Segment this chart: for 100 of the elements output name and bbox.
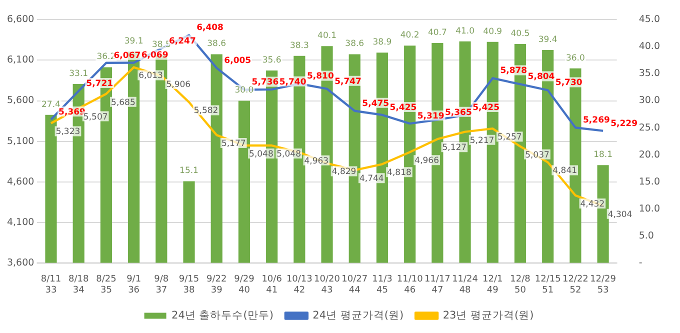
data-label: 5,425 xyxy=(390,102,417,113)
x-tick-label: 11/17 47 xyxy=(424,274,450,296)
data-label: 5,269 xyxy=(583,116,610,126)
x-tick-label: 11/24 48 xyxy=(452,274,478,296)
x-tick-label: 12/29 53 xyxy=(590,274,616,296)
data-label: 38.9 xyxy=(372,38,392,48)
y-tick-label: 4,600 xyxy=(6,176,34,188)
data-label: 5,736 xyxy=(252,78,279,88)
x-tick-label: 9/15 38 xyxy=(178,274,200,296)
data-label: 5,425 xyxy=(472,102,500,113)
data-label: 5,257 xyxy=(497,132,522,143)
data-label: 5,878 xyxy=(500,66,528,76)
x-tick-label: 8/11 33 xyxy=(40,274,62,296)
y-tick-label: 6,600 xyxy=(6,14,34,26)
data-label: 5,582 xyxy=(194,106,218,116)
x-tick-label: 10/13 42 xyxy=(286,274,312,296)
y2-tick-label: - xyxy=(638,257,642,268)
data-label: 5,685 xyxy=(111,98,136,108)
data-label: 4,744 xyxy=(359,174,384,184)
data-label: 15.1 xyxy=(180,166,198,176)
data-label: 38.6 xyxy=(207,39,226,50)
data-label: 4,829 xyxy=(332,167,356,178)
data-label: 5,048 xyxy=(276,149,301,160)
x-tick-label: 9/29 40 xyxy=(234,274,255,296)
y2-tick-label: 35.0 xyxy=(638,68,660,80)
x-tick-label: 10/27 44 xyxy=(342,274,368,296)
x-tick-label: 8/25 35 xyxy=(96,274,116,296)
x-tick-label: 11/10 46 xyxy=(396,274,424,296)
y2-tick-label: 10.0 xyxy=(638,203,660,214)
data-label: 5,217 xyxy=(470,136,494,146)
x-tick-label: 10/6 41 xyxy=(262,274,282,296)
x-tick-label: 9/8 37 xyxy=(154,274,169,296)
y2-tick-label: 5.0 xyxy=(638,230,654,242)
data-label: 40.2 xyxy=(400,30,420,41)
data-label: 5,369 xyxy=(58,107,86,118)
x-tick-label: 11/3 45 xyxy=(372,274,392,296)
data-label: 5,906 xyxy=(166,80,191,90)
data-label: 4,963 xyxy=(304,156,329,166)
data-label: 5,730 xyxy=(555,78,582,88)
x-tick-label: 9/22 39 xyxy=(206,274,227,296)
data-label: 6,013 xyxy=(138,71,163,82)
legend-label: 24년 출하두수(만두) xyxy=(172,309,274,322)
data-label: 4,841 xyxy=(552,166,578,176)
data-label: 5,037 xyxy=(525,150,550,160)
y-tick-label: 5,100 xyxy=(6,136,34,147)
y-tick-label: 4,100 xyxy=(6,216,34,228)
legend-label: 24년 평균가격(원) xyxy=(312,309,404,322)
x-tick-label: 12/8 50 xyxy=(510,274,531,296)
data-label: 38.5 xyxy=(152,40,171,50)
data-label: 38.6 xyxy=(345,39,364,50)
data-label: 5,177 xyxy=(221,139,246,150)
data-label: 6,408 xyxy=(196,23,224,34)
bar xyxy=(183,181,195,263)
data-label: 40.9 xyxy=(483,26,502,37)
y-tick-label: 6,100 xyxy=(6,54,34,66)
data-label: 36.2 xyxy=(96,52,116,62)
y2-tick-label: 45.0 xyxy=(638,14,660,26)
data-label: 5,323 xyxy=(56,127,80,138)
data-label: 5,810 xyxy=(306,72,334,82)
data-label: 41.0 xyxy=(456,26,475,36)
y2-tick-label: 40.0 xyxy=(638,41,660,52)
data-label: 18.1 xyxy=(594,150,613,160)
data-label: 36.0 xyxy=(566,53,585,64)
data-label: 6,069 xyxy=(141,50,168,61)
data-label: 4,432 xyxy=(580,199,605,210)
y2-tick-label: 25.0 xyxy=(638,122,660,134)
y2-tick-label: 30.0 xyxy=(638,95,660,106)
data-label: 5,747 xyxy=(334,76,362,87)
data-label: 4,966 xyxy=(414,156,439,166)
data-label: 5,229 xyxy=(610,118,638,129)
data-label: 4,304 xyxy=(608,210,632,220)
data-label: 6,247 xyxy=(168,36,196,46)
data-label: 5,475 xyxy=(362,98,390,109)
data-label: 40.1 xyxy=(318,31,336,42)
data-label: 40.7 xyxy=(428,28,447,38)
data-label: 33.1 xyxy=(69,68,88,79)
data-label: 5,365 xyxy=(444,108,472,118)
y-tick-label: 5,600 xyxy=(6,95,34,106)
y2-tick-label: 15.0 xyxy=(638,176,660,188)
data-label: 5,721 xyxy=(86,78,114,89)
data-label: 5,127 xyxy=(442,143,467,154)
x-tick-label: 12/22 52 xyxy=(562,274,588,296)
x-tick-label: 9/1 36 xyxy=(126,274,142,296)
data-label: 39.4 xyxy=(538,34,558,45)
data-label: 35.6 xyxy=(262,55,282,66)
data-label: 27.4 xyxy=(42,100,60,110)
x-tick-label: 12/15 51 xyxy=(534,274,561,296)
data-label: 6,067 xyxy=(114,50,141,61)
x-tick-label: 12/1 49 xyxy=(482,274,503,296)
data-label: 40.5 xyxy=(510,28,530,39)
y2-tick-label: 20.0 xyxy=(638,149,660,160)
y-tick-label: 3,600 xyxy=(6,257,34,268)
x-tick-label: 10/20 43 xyxy=(314,274,340,296)
data-label: 39.1 xyxy=(124,36,144,47)
legend-label: 23년 평균가격(원) xyxy=(442,309,534,322)
x-tick-label: 8/18 34 xyxy=(68,274,89,296)
data-label: 6,005 xyxy=(224,56,252,66)
data-label: 5,804 xyxy=(528,72,555,82)
data-label: 5,740 xyxy=(279,77,306,88)
data-label: 4,818 xyxy=(387,168,412,178)
